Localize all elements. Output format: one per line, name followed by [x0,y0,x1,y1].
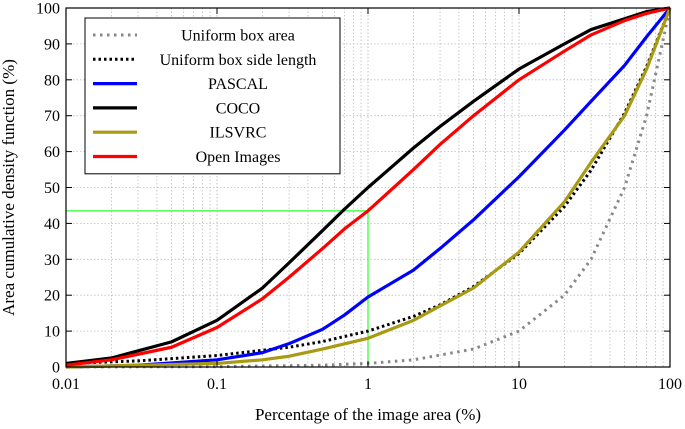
y-tick-label: 70 [44,108,60,125]
y-tick-label: 80 [44,72,60,89]
annotations [66,210,369,367]
y-tick-label: 0 [52,360,60,377]
series-line-coco [65,6,671,365]
series-line-uniform-box-area [65,7,672,369]
y-tick-label: 10 [44,324,60,341]
legend-label-ilsvrc: ILSVRC [210,125,267,142]
series-line-open-images [65,6,671,367]
y-tick-label: 20 [44,288,60,305]
series-lines [65,6,672,369]
x-axis-title: Percentage of the image area (%) [255,405,481,424]
legend-label-uniform-box-side-length: Uniform box side length [160,52,317,69]
y-axis-title: Area cumulative density function (%) [0,59,18,316]
y-tick-label: 40 [44,216,60,233]
series-line-pascal [65,6,672,369]
legend: Uniform box area Uniform box side length P… [84,17,341,175]
x-tick-label: 0.01 [52,376,80,393]
legend-label-open-images: Open Images [196,149,281,166]
axis-ticks [65,7,671,368]
x-tick-label: 100 [658,376,682,393]
legend-label-uniform-box-area: Uniform box area [181,28,295,45]
legend-box [84,17,341,175]
x-tick-label: 1 [364,376,372,393]
legend-label-coco: COCO [216,100,260,117]
legend-label-pascal: PASCAL [208,76,268,93]
tick-labels: 0.01 0.1 1 10 100 0 10 20 30 40 50 60 70 80 90 100 [36,1,682,394]
x-tick-label: 0.1 [207,376,227,393]
y-tick-label: 50 [44,180,60,197]
y-tick-label: 60 [44,144,60,161]
y-tick-label: 90 [44,36,60,53]
series-line-ilsvrc [65,7,672,369]
x-tick-label: 10 [511,376,527,393]
y-tick-label: 100 [36,1,60,18]
y-tick-label: 30 [44,252,60,269]
